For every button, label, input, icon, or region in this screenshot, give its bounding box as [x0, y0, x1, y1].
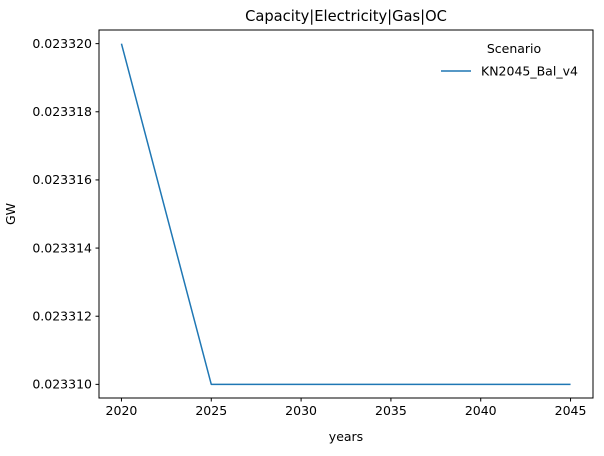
y-tick-label: 0.023310 — [32, 377, 92, 392]
y-tick-label: 0.023320 — [32, 36, 92, 51]
x-tick-label: 2035 — [375, 403, 407, 418]
x-tick-label: 2020 — [106, 403, 138, 418]
x-tick-label: 2025 — [195, 403, 227, 418]
legend-title: Scenario — [487, 41, 541, 56]
x-axis: 2020 2025 2030 2035 2040 2045 — [106, 398, 587, 418]
y-axis-label: GW — [3, 203, 18, 225]
chart-title: Capacity|Electricity|Gas|OC — [245, 8, 447, 25]
y-tick-label: 0.023314 — [32, 240, 92, 255]
y-axis: 0.023310 0.023312 0.023314 0.023316 0.023318… — [32, 36, 99, 392]
x-tick-label: 2045 — [555, 403, 587, 418]
y-tick-label: 0.023312 — [32, 309, 92, 324]
y-tick-label: 0.023318 — [32, 104, 92, 119]
plot-border — [98, 29, 594, 399]
x-tick-label: 2030 — [285, 403, 317, 418]
series-group — [120, 43, 571, 386]
legend: Scenario KN2045_Bal_v4 — [441, 41, 578, 79]
x-tick-label: 2040 — [465, 403, 497, 418]
y-tick-label: 0.023316 — [32, 172, 92, 187]
x-axis-label: years — [329, 429, 363, 444]
legend-entry-label: KN2045_Bal_v4 — [481, 64, 578, 79]
series-line — [120, 43, 571, 386]
